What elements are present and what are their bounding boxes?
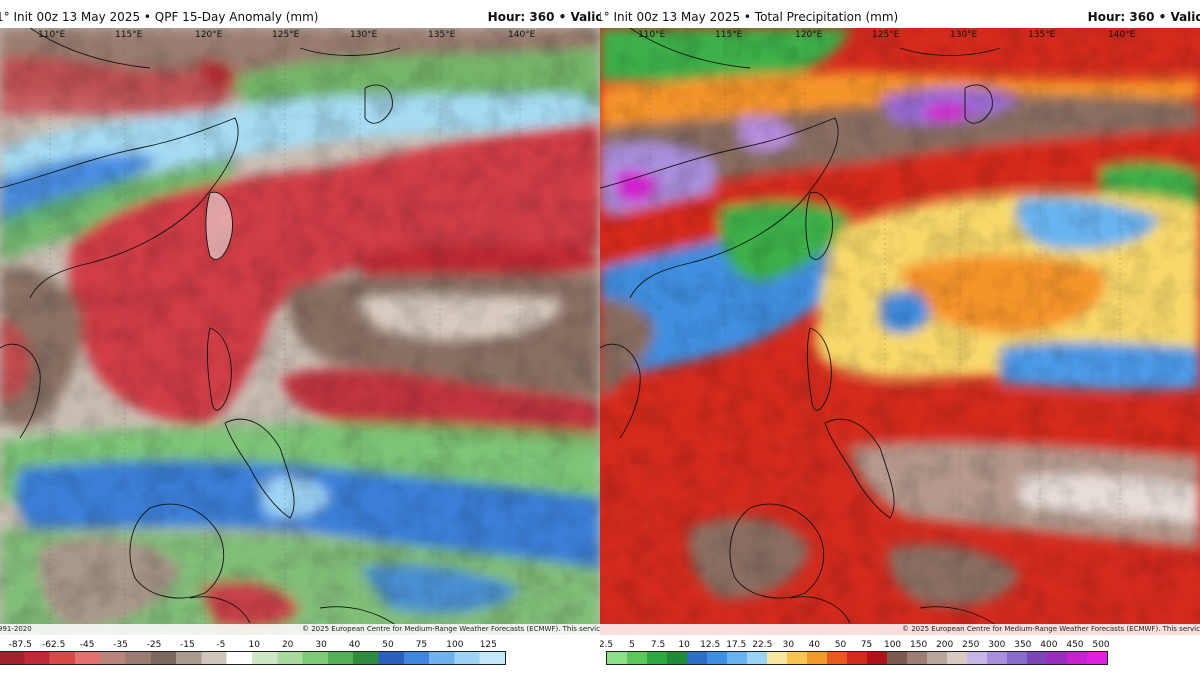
anomaly-copyright: © 2025 European Centre for Medium-Range … [302, 625, 600, 633]
colorbar-tick-label: 300 [988, 640, 1006, 650]
lon-label: 115°E [715, 30, 743, 40]
colorbar-tick-label: -87.5 [8, 640, 32, 650]
precip-colorbar-ticks: 2.5 5 7.5 10 12.5 17.5 22.5 30 40 50 75 100 150 200 25… [600, 640, 1110, 651]
colorbar-tick-label: 100 [446, 640, 464, 650]
colorbar-tick-label: -15 [180, 640, 195, 650]
lon-label: 120°E [795, 30, 823, 40]
precip-panel: 1° Init 00z 13 May 2025 • Total Precipit… [600, 0, 1200, 675]
colorbar-tick-label: -35 [113, 640, 128, 650]
colorbar-tick-label: -62.5 [42, 640, 66, 650]
lon-label: 125°E [872, 30, 900, 40]
colorbar-tick-label: 40 [348, 640, 361, 650]
lon-label: 130°E [350, 30, 378, 40]
colorbar-tick-label: 500 [1092, 640, 1110, 650]
precip-copyright: © 2025 European Centre for Medium-Range … [902, 625, 1200, 633]
precip-map: 110°E 115°E 120°E 125°E 130°E 135°E 140°… [600, 28, 1200, 635]
colorbar-tick-label: 75 [860, 640, 873, 650]
colorbar-tick-label: -45 [79, 640, 95, 650]
colorbar-tick-label: 10 [678, 640, 690, 650]
lon-label: 120°E [195, 30, 223, 40]
colorbar-tick-label: 100 [883, 640, 902, 650]
colorbar-tick-label: 30 [315, 640, 327, 650]
colorbar-tick-label: 22.5 [752, 640, 773, 650]
lon-label: 135°E [428, 30, 456, 40]
precip-copyright-bar: © 2025 European Centre for Medium-Range … [600, 624, 1200, 636]
colorbar-tick-label: 250 [962, 640, 980, 650]
colorbar-tick-label: 40 [808, 640, 821, 650]
colorbar-tick-label: 125 [479, 640, 497, 650]
colorbar-tick-label: 20 [281, 640, 294, 650]
lon-label: 140°E [1108, 30, 1136, 40]
colorbar-tick-label: -25 [146, 640, 162, 650]
colorbar-tick-label: 75 [415, 640, 428, 650]
colorbar-tick-label: 50 [382, 640, 394, 650]
precip-header: 1° Init 00z 13 May 2025 • Total Precipit… [600, 10, 1200, 26]
colorbar-tick-label: 30 [782, 640, 795, 650]
colorbar-tick-label: 150 [910, 640, 928, 650]
lon-label: 125°E [272, 30, 300, 40]
colorbar-tick-label: 12.5 [700, 640, 721, 650]
lon-label: 140°E [508, 30, 536, 40]
lon-label: 130°E [950, 30, 978, 40]
colorbar-tick-label: 450 [1066, 640, 1084, 650]
colorbar-tick-label: 350 [1014, 640, 1032, 650]
colorbar-tick-label: 50 [834, 640, 847, 650]
coastlines [600, 28, 1001, 629]
colorbar-tick-label: 7.5 [650, 640, 666, 650]
precip-title: 1° Init 00z 13 May 2025 • Total Precipit… [600, 10, 899, 24]
colorbar-tick-label: 17.5 [726, 640, 747, 650]
precip-hour: Hour: 360 • Valid [1087, 10, 1200, 24]
anomaly-title: 1° Init 00z 13 May 2025 • QPF 15-Day Ano… [0, 10, 319, 24]
anomaly-hour: Hour: 360 • Valid [487, 10, 600, 24]
colorbar-tick-label: 10 [248, 640, 260, 650]
colorbar-tick-label: 400 [1040, 640, 1058, 650]
lon-label: 135°E [1028, 30, 1056, 40]
anomaly-copyright-bar: 991-2020 © 2025 European Centre for Medi… [0, 624, 600, 636]
precip-colorbar [606, 651, 1108, 665]
anomaly-panel: 1° Init 00z 13 May 2025 • QPF 15-Day Ano… [0, 10, 600, 665]
lon-label: 115°E [115, 30, 143, 40]
lon-label: 110°E [638, 30, 666, 40]
colorbar-tick-label: 5 [629, 640, 635, 650]
anomaly-header: 1° Init 00z 13 May 2025 • QPF 15-Day Ano… [0, 10, 600, 26]
climatology-period: 991-2020 [0, 625, 32, 633]
colorbar-tick-label: 2.5 [600, 640, 614, 650]
anomaly-map: 110°E 115°E 120°E 125°E 130°E 135°E 140°… [0, 28, 600, 635]
lon-label: 110°E [38, 30, 66, 40]
colorbar-tick-label: -5 [216, 640, 226, 650]
anomaly-colorbar-ticks: -87.5 -62.5 -45 -35 -25 -15 -5 10 20 30 40 50 75 100 1… [0, 640, 506, 651]
anomaly-colorbar [0, 651, 506, 665]
colorbar-tick-label: 200 [936, 640, 954, 650]
